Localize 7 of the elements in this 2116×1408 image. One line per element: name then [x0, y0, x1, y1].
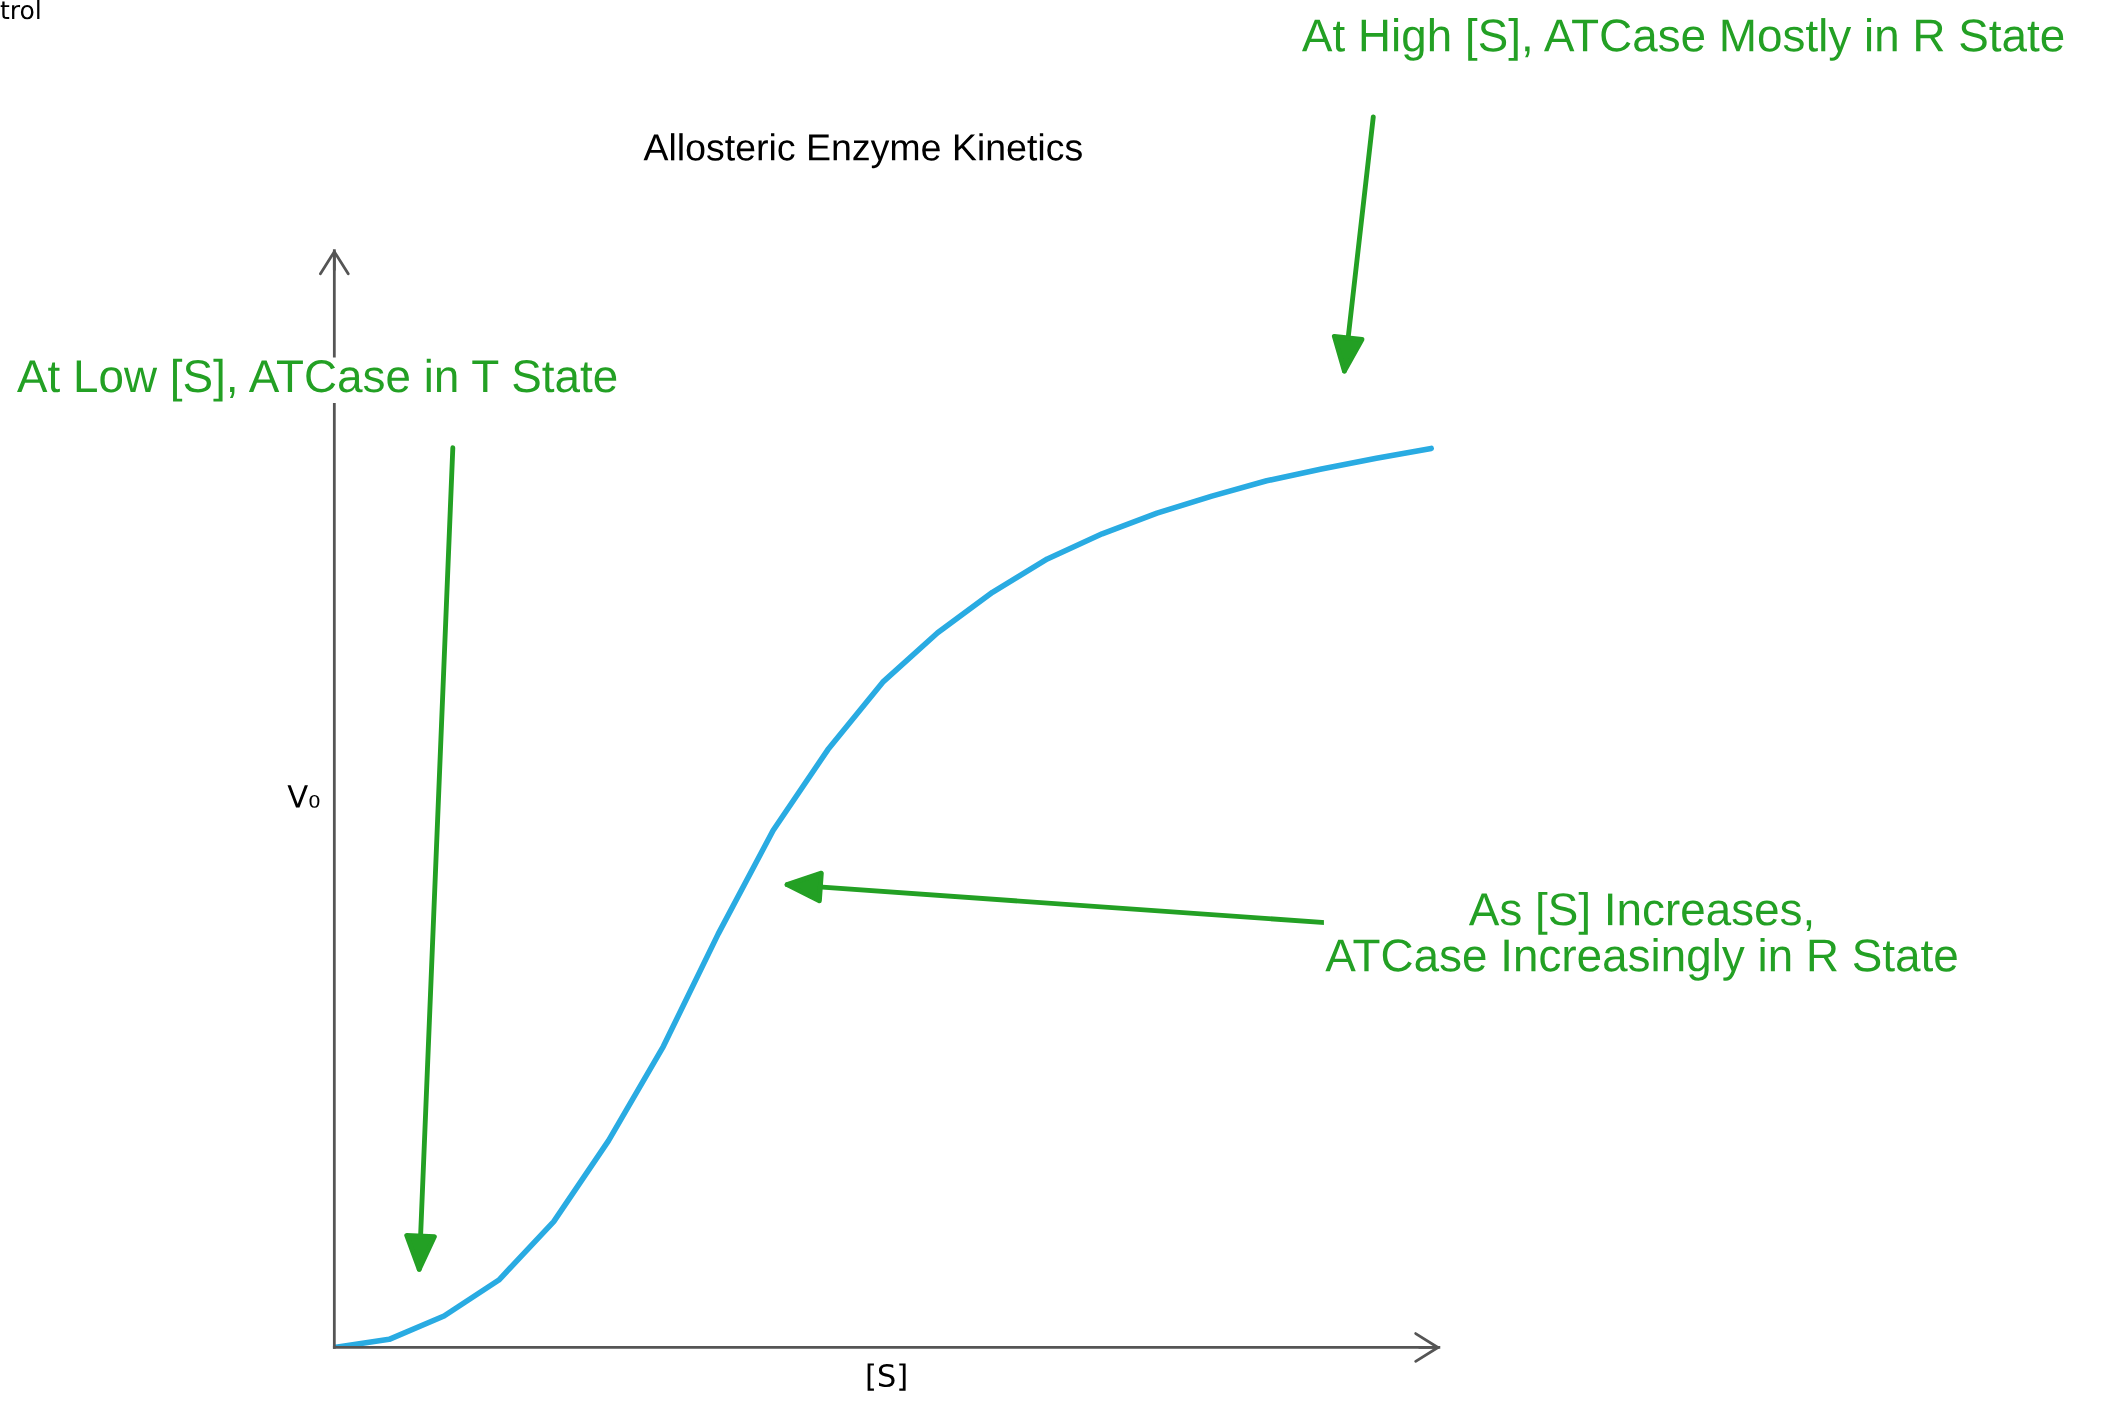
text: trol — [0, 0, 40, 20]
chart-title: Allosteric Enzyme Kinetics — [643, 133, 1082, 169]
y-axis-title: V₀ — [287, 785, 320, 808]
x-axis-title: [S] — [867, 1363, 906, 1391]
annotation: As [S] Increases, ATCase Increasingly in R State — [1325, 891, 1957, 981]
text: At High [S], ATCase Mostly in R State — [1301, 18, 2064, 61]
text: At Low [S], ATCase in T State — [17, 358, 617, 402]
